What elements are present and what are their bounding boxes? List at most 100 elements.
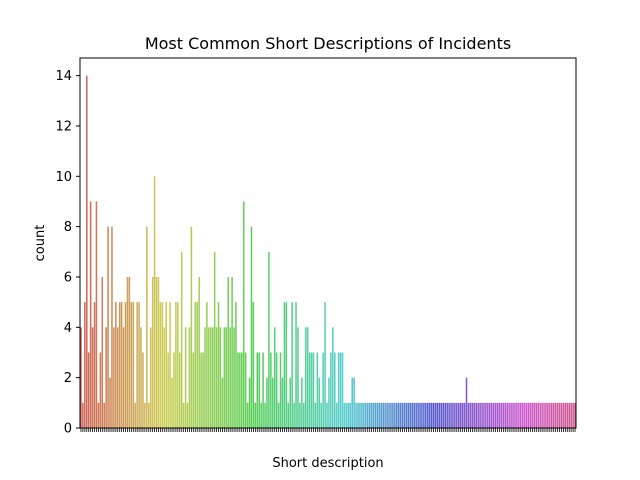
bar (250, 226, 253, 428)
bar (289, 377, 291, 428)
bar (498, 402, 501, 428)
bar (384, 402, 386, 428)
bar (490, 402, 493, 428)
bar (277, 402, 280, 428)
bar (444, 402, 446, 428)
bar (335, 402, 338, 428)
bar (268, 251, 270, 428)
bar (413, 402, 415, 428)
bar (84, 302, 86, 428)
bar (312, 352, 315, 428)
bar (459, 402, 462, 428)
bar (246, 402, 249, 428)
bar (134, 402, 136, 428)
bar (409, 402, 412, 428)
bar (415, 402, 417, 428)
bar (372, 402, 375, 428)
bar (99, 352, 102, 428)
bar (219, 327, 222, 428)
bar (248, 377, 251, 428)
y-tick-label: 10 (55, 170, 72, 185)
bar (115, 302, 117, 428)
bar (533, 402, 536, 428)
bar (330, 352, 332, 428)
bar (126, 276, 129, 428)
bar (446, 402, 448, 428)
bar (227, 276, 229, 428)
bar (198, 276, 200, 428)
bar (256, 352, 259, 428)
bar (390, 402, 392, 428)
bar (399, 402, 402, 428)
bar (310, 352, 313, 428)
bar (554, 402, 557, 428)
bar (386, 402, 388, 428)
bar (225, 327, 228, 428)
bar (440, 402, 443, 428)
bar (396, 402, 398, 428)
bar (146, 226, 148, 428)
bar (118, 302, 121, 428)
bar (334, 352, 336, 428)
bar (394, 402, 396, 428)
bar (337, 352, 340, 428)
bar (502, 402, 505, 428)
bar (316, 352, 319, 428)
bar (272, 377, 274, 428)
bar (438, 402, 441, 428)
bar (430, 402, 433, 428)
bar (223, 327, 226, 428)
bar (103, 402, 105, 428)
bar (401, 402, 404, 428)
bar (332, 327, 334, 428)
bar (454, 402, 456, 428)
bar (97, 402, 100, 428)
bar (165, 302, 167, 428)
bar (328, 377, 330, 428)
bar (105, 327, 107, 428)
bar (461, 402, 464, 428)
bar (314, 402, 317, 428)
bar (173, 352, 175, 428)
bar (279, 352, 282, 428)
bar (144, 402, 146, 428)
bar (184, 327, 187, 428)
bar (122, 327, 125, 428)
bar (208, 327, 210, 428)
bar (436, 402, 439, 428)
bar (177, 302, 179, 428)
bar (124, 302, 127, 428)
bar (306, 327, 309, 428)
bar (523, 402, 526, 428)
bar (473, 402, 476, 428)
bar (419, 402, 421, 428)
bar (140, 327, 142, 428)
bar (535, 402, 538, 428)
chart-title: Most Common Short Descriptions of Incide… (145, 34, 511, 53)
bar (109, 377, 111, 428)
bar (481, 402, 483, 428)
bar (537, 402, 539, 428)
bar (111, 226, 113, 428)
bar (345, 402, 348, 428)
bar (270, 352, 272, 428)
bar (539, 402, 541, 428)
bar (483, 402, 485, 428)
bar (204, 327, 206, 428)
bar (281, 377, 284, 428)
bar (423, 402, 425, 428)
bar (86, 75, 88, 429)
bar (304, 327, 307, 428)
bar (355, 402, 357, 428)
bar (159, 302, 162, 428)
bar (211, 327, 214, 428)
y-tick-label: 6 (64, 270, 72, 285)
bar (492, 402, 495, 428)
bar (113, 327, 115, 428)
bar (421, 402, 423, 428)
bar (500, 402, 503, 428)
bar (200, 352, 202, 428)
bar (477, 402, 479, 428)
bar (359, 402, 361, 428)
bar (264, 402, 266, 428)
